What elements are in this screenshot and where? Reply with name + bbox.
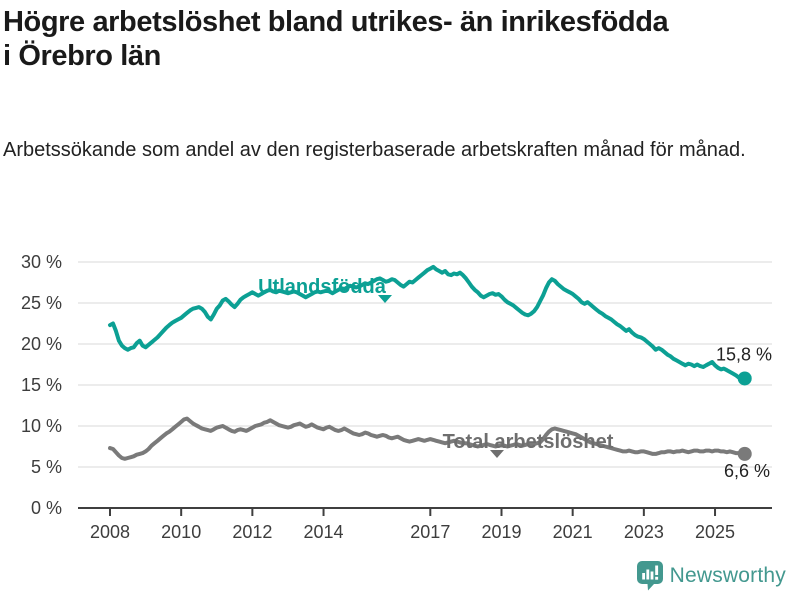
series-line-utlandsfodda: [108, 264, 744, 381]
newsworthy-logo: Newsworthy: [636, 561, 786, 591]
series-label-utlandsfodda-pointer: [378, 295, 392, 303]
series-end-dot-utlandsfodda: [737, 371, 752, 386]
x-tick-label: 2025: [695, 522, 735, 542]
series-label-total: Total arbetslöshet: [443, 431, 614, 453]
series-end-label-utlandsfodda: 15,8 %: [716, 344, 772, 364]
x-tick-label: 2023: [624, 522, 664, 542]
newsworthy-speech-bubble-barchart-icon: [636, 561, 663, 591]
y-tick-label: 25 %: [21, 293, 62, 313]
x-tick-label: 2010: [161, 522, 201, 542]
series-label-total-pointer: [490, 450, 504, 458]
y-tick-label: 20 %: [21, 334, 62, 354]
series-end-dot-total: [737, 446, 752, 461]
x-tick-label: 2014: [304, 522, 344, 542]
x-tick-label: 2008: [90, 522, 130, 542]
y-tick-label: 0 %: [31, 498, 62, 518]
header: Högre arbetslöshet bland utrikes- än inr…: [3, 6, 783, 165]
page-title: Högre arbetslöshet bland utrikes- än inr…: [3, 6, 669, 72]
x-tick-label: 2021: [553, 522, 593, 542]
x-tick-label: 2012: [232, 522, 272, 542]
series-label-utlandsfodda: Utlandsfödda: [258, 276, 387, 298]
x-tick-label: 2019: [481, 522, 521, 542]
page-subtitle: Arbetssökande som andel av den registerb…: [3, 139, 746, 162]
y-tick-label: 15 %: [21, 375, 62, 395]
newsworthy-brand-text: Newsworthy: [669, 564, 786, 587]
y-tick-label: 10 %: [21, 416, 62, 436]
y-tick-label: 30 %: [21, 252, 62, 272]
series-end-label-total: 6,6 %: [724, 461, 770, 481]
series-line-total: [108, 416, 744, 461]
x-tick-label: 2017: [410, 522, 450, 542]
y-tick-label: 5 %: [31, 457, 62, 477]
